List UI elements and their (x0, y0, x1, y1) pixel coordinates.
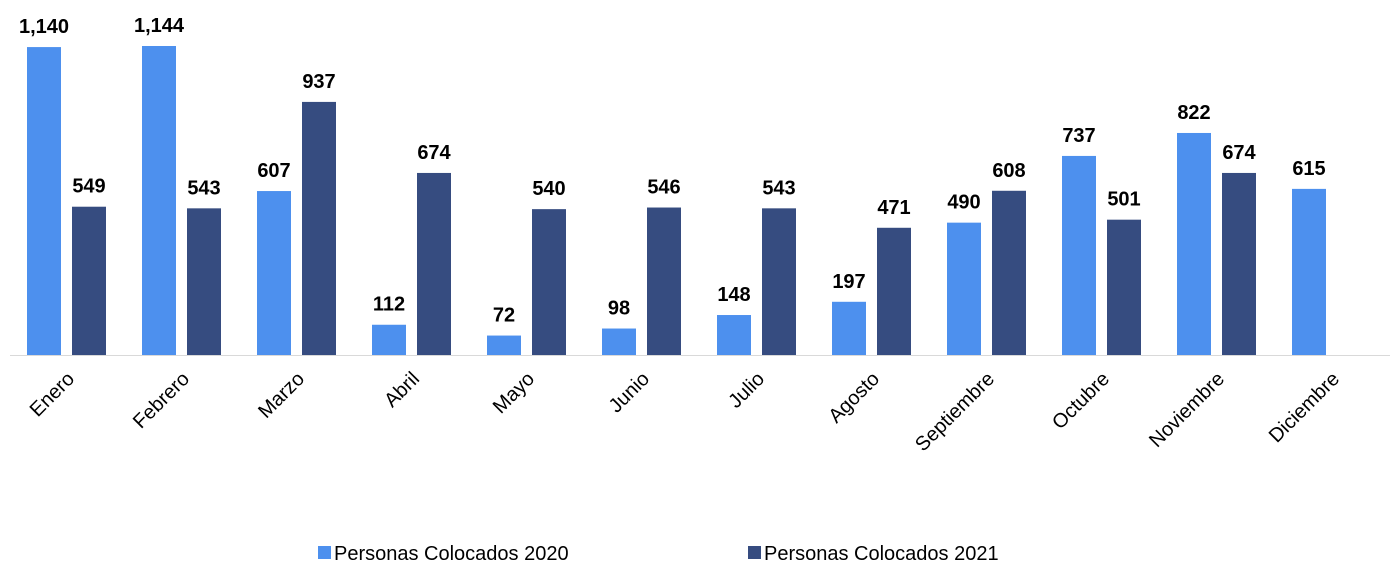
x-tick-label: Septiembre (911, 368, 999, 456)
value-label: 549 (72, 176, 105, 198)
bar (1177, 132, 1211, 355)
value-label: 148 (717, 284, 750, 306)
x-tick-label: Marzo (254, 368, 309, 423)
x-tick-label: Mayo (489, 368, 539, 418)
value-label: 822 (1177, 102, 1210, 124)
value-label: 112 (373, 294, 405, 316)
bar (877, 227, 911, 355)
value-label: 543 (762, 177, 795, 199)
value-label: 607 (257, 160, 290, 182)
bar (762, 208, 796, 355)
value-label: 546 (647, 177, 680, 199)
bar (947, 222, 981, 355)
bar (187, 208, 221, 355)
legend-swatch (748, 546, 761, 559)
bar (532, 209, 566, 355)
x-tick-label: Junio (605, 368, 654, 417)
bar (992, 190, 1026, 355)
bar (142, 46, 176, 355)
x-tick-label: Agosto (824, 368, 884, 428)
bar (417, 172, 451, 355)
value-label: 540 (532, 178, 565, 200)
bar (302, 101, 336, 355)
value-label: 501 (1107, 189, 1140, 211)
bar (832, 301, 866, 355)
value-label: 543 (187, 177, 220, 199)
value-label: 197 (832, 271, 865, 293)
x-tick-label: Julio (724, 368, 769, 413)
x-tick-label: Octubre (1048, 368, 1114, 434)
legend-label: Personas Colocados 2020 (334, 543, 569, 565)
value-label: 471 (877, 197, 910, 219)
value-label: 615 (1292, 158, 1325, 180)
bar (1062, 155, 1096, 355)
bar (647, 207, 681, 355)
bar (257, 191, 291, 355)
bar (1222, 172, 1256, 355)
value-label: 1,140 (19, 16, 69, 38)
value-label: 608 (992, 160, 1025, 182)
value-label: 737 (1062, 125, 1095, 147)
value-label: 72 (493, 305, 515, 327)
bar (1292, 188, 1326, 355)
bar (72, 206, 106, 355)
x-tick-label: Abril (380, 368, 424, 412)
legend-label: Personas Colocados 2021 (764, 543, 999, 565)
bar (487, 335, 521, 355)
bar (1107, 219, 1141, 355)
x-tick-label: Noviembre (1145, 368, 1229, 452)
value-label: 674 (1222, 142, 1256, 164)
legend-swatch (318, 546, 331, 559)
bar (717, 315, 751, 355)
value-label: 490 (947, 192, 980, 214)
bar (372, 324, 406, 355)
x-tick-label: Diciembre (1265, 368, 1344, 447)
bar (27, 47, 61, 356)
x-tick-label: Enero (26, 368, 79, 421)
value-label: 937 (302, 71, 335, 93)
value-label: 1,144 (134, 15, 185, 37)
value-label: 674 (417, 142, 451, 164)
x-tick-label: Febrero (129, 368, 194, 433)
bar (602, 328, 636, 355)
value-label: 98 (608, 298, 630, 320)
